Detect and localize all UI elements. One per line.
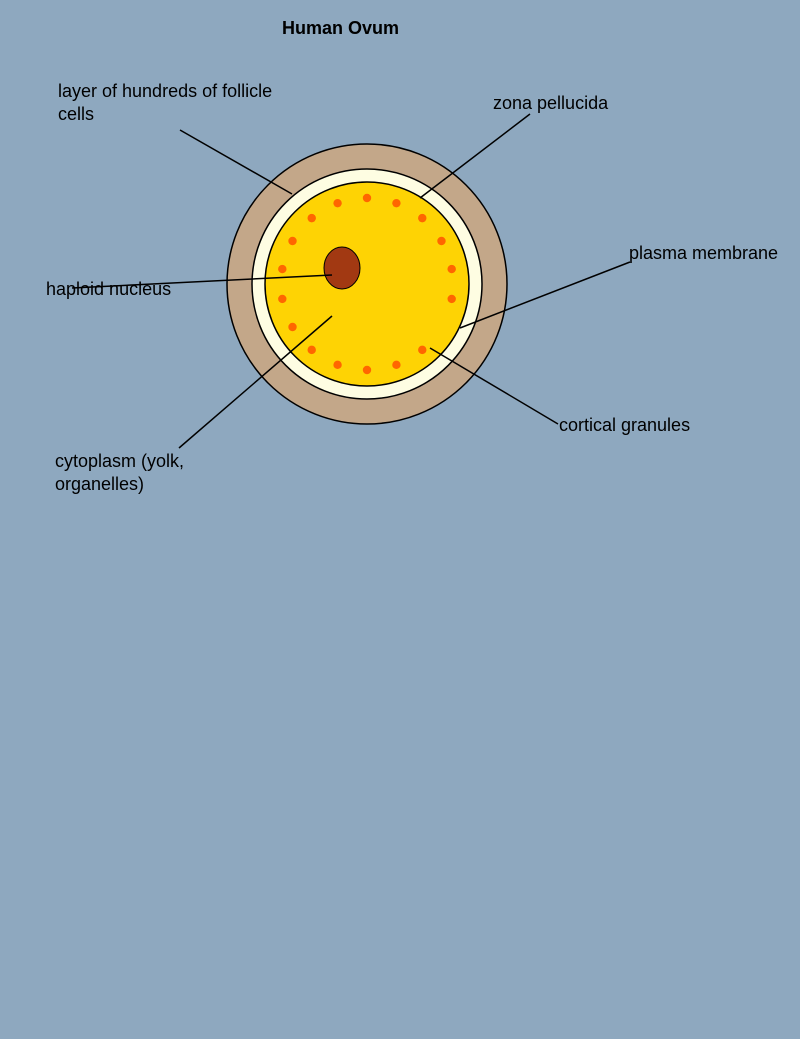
diagram-title: Human Ovum <box>282 18 399 39</box>
cortical-granule <box>308 346 316 354</box>
label-cytoplasm: cytoplasm (yolk, organelles) <box>55 450 184 495</box>
cortical-granule <box>333 361 341 369</box>
label-plasma: plasma membrane <box>629 242 778 265</box>
diagram-canvas: Human Ovum layer of hundreds of follicle… <box>0 0 800 1039</box>
leader-zona <box>420 114 530 198</box>
cortical-granule <box>288 237 296 245</box>
plasma-membrane-circle <box>265 182 469 386</box>
cortical-granule <box>278 265 286 273</box>
label-zona: zona pellucida <box>493 92 608 115</box>
cortical-granule <box>308 214 316 222</box>
cortical-granule <box>363 366 371 374</box>
cortical-granule <box>447 295 455 303</box>
cortical-granule <box>392 199 400 207</box>
label-follicle: layer of hundreds of follicle cells <box>58 80 272 125</box>
cortical-granule <box>288 323 296 331</box>
cortical-granule <box>278 295 286 303</box>
cortical-granule <box>418 346 426 354</box>
haploid-nucleus-shape <box>324 247 360 289</box>
ovum-svg <box>0 0 800 1039</box>
cortical-granule <box>392 361 400 369</box>
cortical-granule <box>437 237 445 245</box>
label-nucleus: haploid nucleus <box>46 278 171 301</box>
label-cortical: cortical granules <box>559 414 690 437</box>
leader-follicle <box>180 130 292 194</box>
cortical-granule <box>333 199 341 207</box>
cortical-granule <box>418 214 426 222</box>
cortical-granule <box>363 194 371 202</box>
cortical-granule <box>447 265 455 273</box>
